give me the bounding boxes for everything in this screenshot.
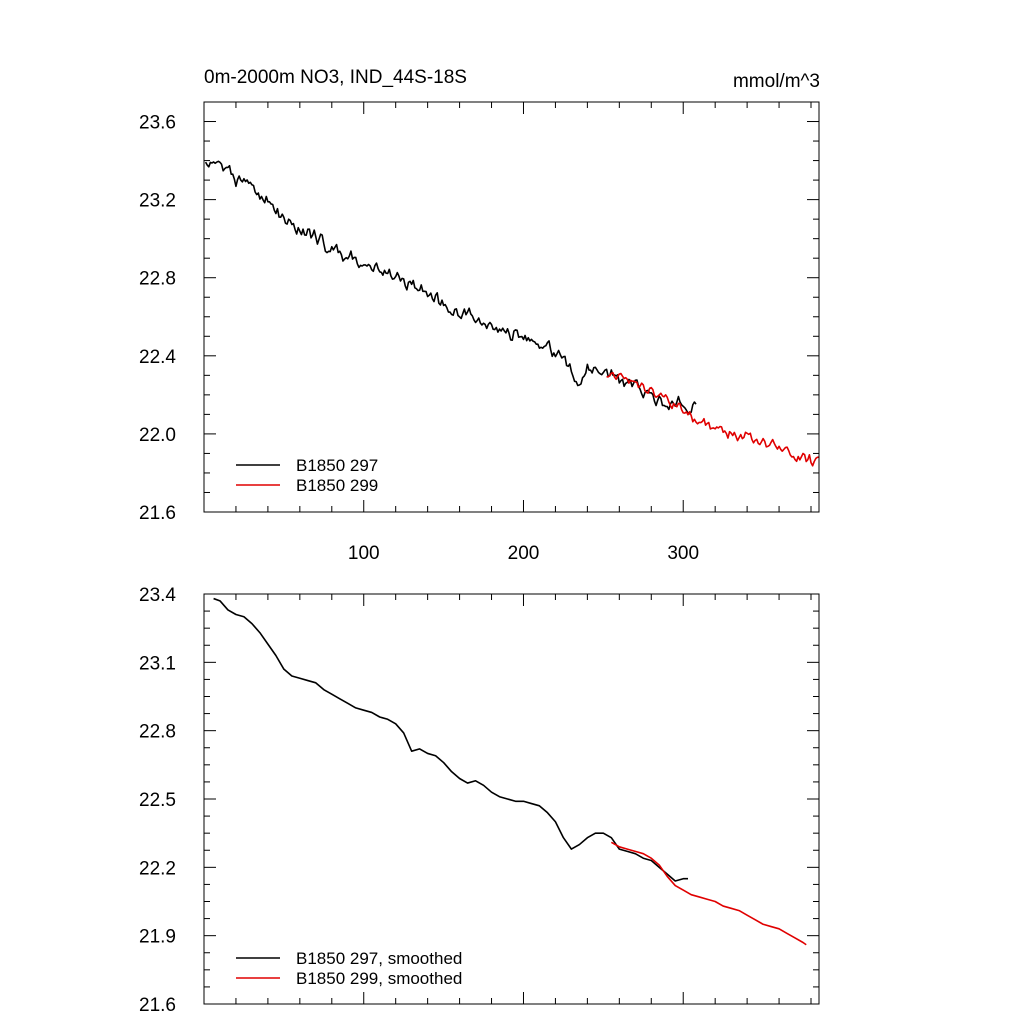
top-panel: 0m-2000m NO3, IND_44S-18S mmol/m^3 100 20… [139,67,820,564]
chart-units: mmol/m^3 [733,71,820,92]
series-line-1 [213,597,689,882]
plot-frame [203,593,820,1005]
y-tick-label: 22.4 [139,347,176,368]
bottom-panel: 21.6 21.9 22.2 22.5 22.8 23.1 23.4 B1850 297, … [139,585,820,1016]
y-tick-label: 23.4 [139,585,176,606]
legend-label: B1850 299, smoothed [296,969,462,988]
y-tick-label: 22.2 [139,858,176,879]
y-tick-label: 22.8 [139,722,176,743]
legend-label: B1850 297, smoothed [296,949,462,968]
y-tick-label: 21.9 [139,927,176,948]
y-tick-label: 22.5 [139,790,176,811]
y-tick-label: 23.2 [139,191,176,212]
y-tick-label: 21.6 [139,995,176,1016]
x-tick-label: 100 [348,543,380,564]
y-tick-label: 22.8 [139,269,176,290]
legend-label: B1850 297 [296,456,378,475]
series-line-2 [610,841,807,946]
y-tick-label: 21.6 [139,503,176,524]
series-line-2 [606,371,820,467]
x-tick-label: 300 [667,543,699,564]
y-tick-label: 23.6 [139,113,176,134]
x-tick-label: 200 [508,543,540,564]
plot-frame [203,101,820,513]
legend-label: B1850 299 [296,476,378,495]
y-tick-label: 23.1 [139,653,176,674]
chart-title: 0m-2000m NO3, IND_44S-18S [204,67,467,88]
y-tick-label: 22.0 [139,425,176,446]
